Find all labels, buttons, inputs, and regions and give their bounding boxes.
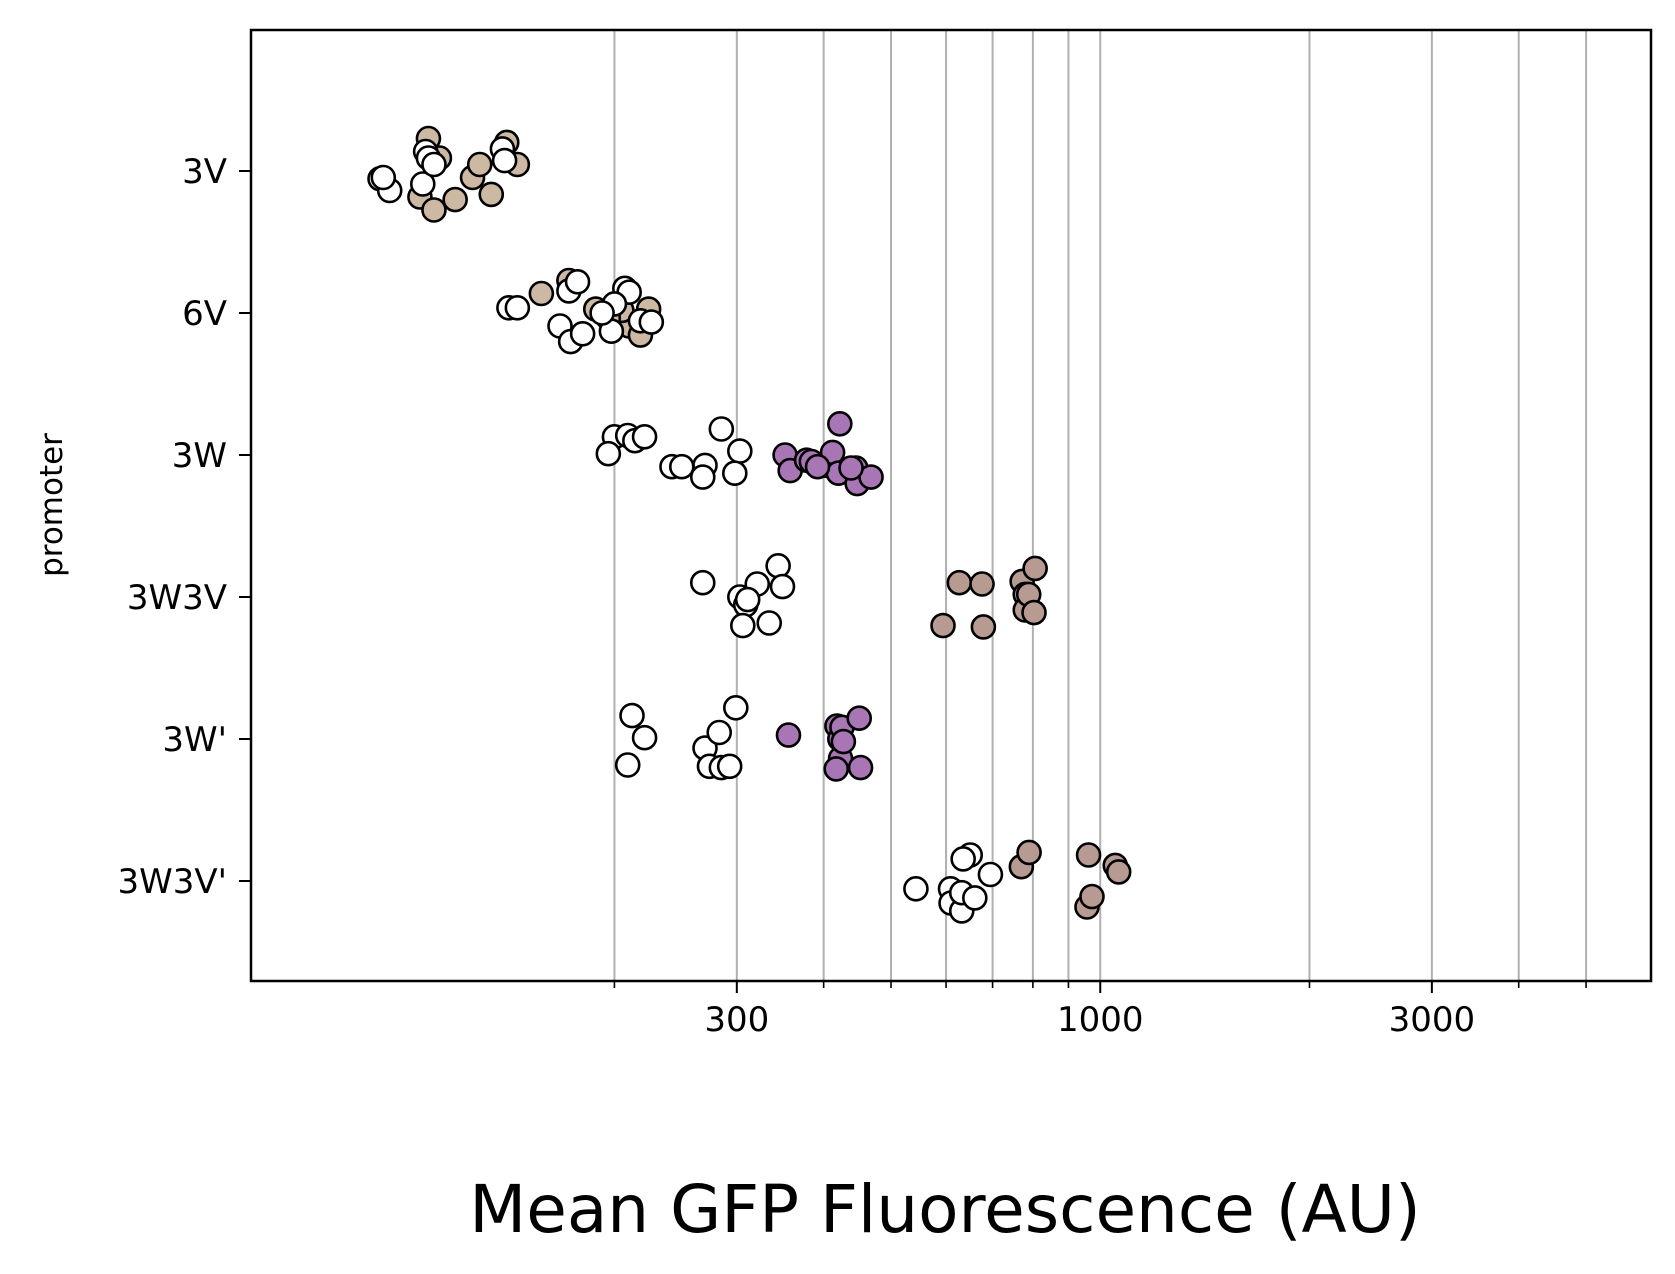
data-point <box>827 410 853 437</box>
data-point <box>946 569 973 596</box>
data-point <box>1079 883 1105 910</box>
data-point <box>830 728 857 755</box>
y-tick-label: 3W <box>172 436 227 476</box>
data-point <box>847 754 874 781</box>
data-point <box>1021 599 1047 626</box>
data-point <box>838 455 864 481</box>
data-point <box>1075 842 1102 868</box>
data-point <box>950 846 976 872</box>
x-axis-ticks: 300 1000 3000 <box>613 981 1587 1040</box>
data-point <box>722 460 748 487</box>
data-point <box>668 453 695 480</box>
data-point <box>409 171 436 197</box>
data-point <box>729 612 756 639</box>
x-axis-label: Mean GFP Fluorescence (AU) <box>469 1171 1420 1248</box>
y-tick-label: 3W3V' <box>118 862 228 902</box>
data-point <box>1022 555 1048 582</box>
data-point <box>689 464 716 490</box>
data-point <box>478 181 505 208</box>
data-point <box>504 294 531 321</box>
data-point <box>727 438 753 464</box>
data-point <box>930 612 956 639</box>
y-tick-label: 3W3V <box>127 578 227 618</box>
data-point <box>823 756 850 782</box>
data-point <box>528 280 555 307</box>
data-point <box>716 753 743 780</box>
y-tick-label: 6V <box>182 294 227 334</box>
data-point <box>631 423 658 450</box>
data-point <box>962 885 988 911</box>
data-point <box>765 552 791 579</box>
data-point <box>569 320 596 347</box>
data-point <box>491 147 518 174</box>
plot-frame <box>249 28 1653 983</box>
y-tick-label: 3W' <box>162 720 227 760</box>
data-point <box>903 875 929 902</box>
data-point <box>756 610 783 636</box>
data-point <box>769 573 796 600</box>
data-point <box>1016 839 1042 866</box>
x-tick-label: 3000 <box>1389 1000 1476 1040</box>
data-point <box>421 151 447 178</box>
data-point <box>775 722 802 748</box>
data-point <box>564 268 591 295</box>
x-gridlines <box>613 30 1588 981</box>
y-tick-label: 3V <box>182 152 227 192</box>
data-point <box>614 752 641 778</box>
y-axis-label: promoter <box>34 433 70 577</box>
data-point <box>706 719 733 746</box>
data-points <box>367 125 1132 924</box>
data-point <box>595 440 622 467</box>
data-point <box>846 705 873 732</box>
data-point <box>466 151 493 178</box>
data-point <box>442 186 468 213</box>
x-tick-label: 300 <box>704 1000 769 1040</box>
data-point <box>589 300 615 326</box>
data-point <box>969 571 995 597</box>
data-point <box>638 309 665 335</box>
data-point <box>370 164 397 191</box>
data-point <box>970 614 997 640</box>
data-point <box>631 724 658 751</box>
data-point <box>734 586 761 613</box>
data-point <box>421 197 447 223</box>
x-tick-label: 1000 <box>1057 1000 1144 1040</box>
data-point <box>689 569 716 596</box>
data-point <box>804 453 831 480</box>
data-point <box>1105 859 1132 885</box>
data-point <box>977 861 1004 888</box>
y-axis-ticks: 3V 6V 3W 3W3V 3W' 3W3V' <box>118 152 251 902</box>
data-point <box>723 694 749 721</box>
data-point <box>619 702 645 729</box>
data-point <box>708 416 735 442</box>
